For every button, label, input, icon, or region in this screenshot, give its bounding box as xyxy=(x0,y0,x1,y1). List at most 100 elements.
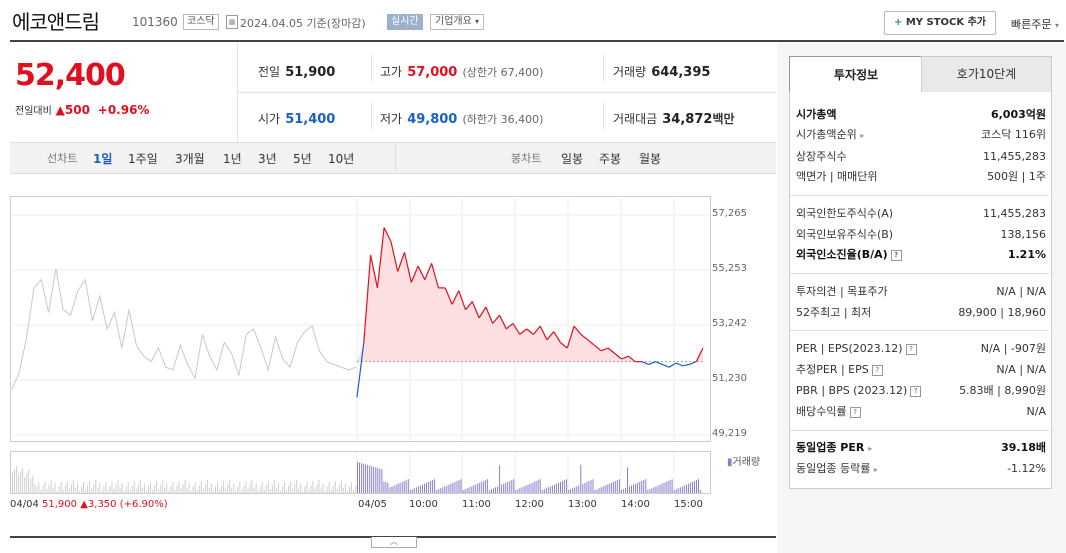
info-row-sector-change[interactable]: 동일업종 등락률 ▸ -1.12% xyxy=(796,460,1048,478)
volume-bar xyxy=(570,489,572,493)
volume-bar xyxy=(113,488,115,493)
volume-bar xyxy=(543,489,545,493)
series-today-segment xyxy=(370,254,378,289)
upper-limit: (상한가 67,400) xyxy=(462,66,544,79)
candle-weekly[interactable]: 주봉 xyxy=(599,152,622,166)
help-icon[interactable]: ? xyxy=(871,364,883,376)
volume-bar xyxy=(499,465,501,493)
info-value: N/A | N/A xyxy=(996,285,1046,298)
collapse-chart-button[interactable]: ︿ xyxy=(371,537,417,548)
volume-bar xyxy=(213,491,214,493)
volume-bar xyxy=(154,485,156,493)
volume-bar xyxy=(340,480,342,493)
volume-bar xyxy=(689,482,691,493)
volume-bar xyxy=(229,480,231,493)
info-row-par-value: 액면가 | 매매단위 500원 | 1주 xyxy=(796,168,1048,186)
divider xyxy=(790,430,1049,431)
info-row-sector-per[interactable]: 동일업종 PER ▸ 39.18배 xyxy=(796,439,1048,457)
volume-bar xyxy=(239,482,241,493)
quick-order-button[interactable]: 빠른주문 ▾ xyxy=(1011,16,1059,32)
volume-bar xyxy=(405,480,407,493)
invest-info-panel xyxy=(789,92,1052,489)
volume-bar xyxy=(127,482,129,493)
series-today-segment xyxy=(553,331,562,343)
volume-bar xyxy=(417,486,419,493)
divider xyxy=(790,330,1049,331)
volume-bar xyxy=(484,480,486,493)
info-key: 52주최고 | 최저 xyxy=(796,306,872,319)
volume-bar xyxy=(202,488,204,493)
volume-bar xyxy=(614,481,616,493)
help-icon[interactable]: ? xyxy=(910,385,922,397)
info-value: -1.12% xyxy=(1007,462,1046,475)
volume-bar xyxy=(298,487,300,493)
volume-bar xyxy=(501,484,503,493)
volume-bar xyxy=(359,462,360,493)
volume-bar xyxy=(111,481,113,493)
period-1day[interactable]: 1일 xyxy=(93,152,113,166)
volume-bar xyxy=(269,488,271,493)
prev-day-pct: (+6.90%) xyxy=(119,499,168,510)
volume-bar xyxy=(669,480,671,493)
period-3month[interactable]: 3개월 xyxy=(175,152,205,166)
volume-bar xyxy=(667,481,669,493)
info-key: 투자의견 | 목표주가 xyxy=(796,285,888,298)
period-5year[interactable]: 5년 xyxy=(293,152,312,166)
volume-bar xyxy=(448,484,450,493)
y-tick: 57,265 xyxy=(712,208,747,219)
period-3year[interactable]: 3년 xyxy=(258,152,277,166)
volume-bar xyxy=(290,481,292,493)
info-row-foreign-ratio: 외국인소진율(B/A)? 1.21% xyxy=(796,246,1048,264)
x-tick: 10:00 xyxy=(409,499,438,510)
volume-bar xyxy=(275,487,277,493)
period-10year[interactable]: 10년 xyxy=(328,152,355,166)
volume-bar xyxy=(14,469,15,493)
volume-bar xyxy=(549,486,551,493)
my-stock-add-button[interactable]: + MY STOCK 추가 xyxy=(884,11,996,35)
candle-daily[interactable]: 일봉 xyxy=(561,152,584,166)
y-tick: 53,242 xyxy=(712,318,747,329)
volume-bar xyxy=(454,481,456,493)
volume-bar xyxy=(426,482,427,493)
realtime-button[interactable]: 실시간 xyxy=(387,14,423,30)
candle-monthly[interactable]: 월봉 xyxy=(639,152,662,166)
volume-bar xyxy=(488,490,490,493)
volume-bar xyxy=(687,483,689,493)
tab-invest-info[interactable]: 투자정보 xyxy=(789,56,923,93)
price-chart[interactable] xyxy=(10,196,776,516)
volume-bar xyxy=(679,487,681,493)
series-today-segment xyxy=(424,263,433,280)
help-icon[interactable]: ? xyxy=(890,249,902,261)
period-1week[interactable]: 1주일 xyxy=(128,152,158,166)
series-today-segment xyxy=(471,301,480,319)
volume-bar xyxy=(584,482,586,493)
x-tick: 12:00 xyxy=(515,499,544,510)
market-badge: 코스닥 xyxy=(183,14,219,30)
volume-bar xyxy=(221,485,223,493)
volume-bar xyxy=(288,485,290,493)
info-value: 1.21% xyxy=(1007,248,1046,261)
volume-bar xyxy=(253,487,255,493)
volume-bar xyxy=(38,482,40,493)
help-icon[interactable]: ? xyxy=(849,406,861,418)
volume-bar xyxy=(521,487,523,493)
volume-bar xyxy=(52,487,54,493)
open-label: 시가 xyxy=(258,112,281,126)
chevron-up-icon: ︿ xyxy=(390,537,398,546)
volume-bar xyxy=(592,479,594,493)
low-label: 저가 xyxy=(380,112,403,126)
help-icon[interactable]: ? xyxy=(905,343,917,355)
volume-bar xyxy=(26,473,28,493)
volume-bar xyxy=(643,480,645,493)
volume-bar xyxy=(284,482,285,493)
volume-bar xyxy=(560,481,561,493)
tab-order-book[interactable]: 호가10단계 xyxy=(921,56,1052,93)
company-overview-dropdown[interactable]: 기업개요 ▾ xyxy=(430,14,485,30)
volume-bar xyxy=(694,481,695,493)
volume-bar xyxy=(535,481,537,493)
volume-bar xyxy=(172,482,174,493)
info-row-market-cap-rank[interactable]: 시가총액순위 ▸ 코스닥 116위 xyxy=(796,126,1048,144)
period-1year[interactable]: 1년 xyxy=(223,152,242,166)
prev-close-value: 51,900 xyxy=(285,65,336,80)
open-cell: 시가 51,400 xyxy=(258,108,335,127)
